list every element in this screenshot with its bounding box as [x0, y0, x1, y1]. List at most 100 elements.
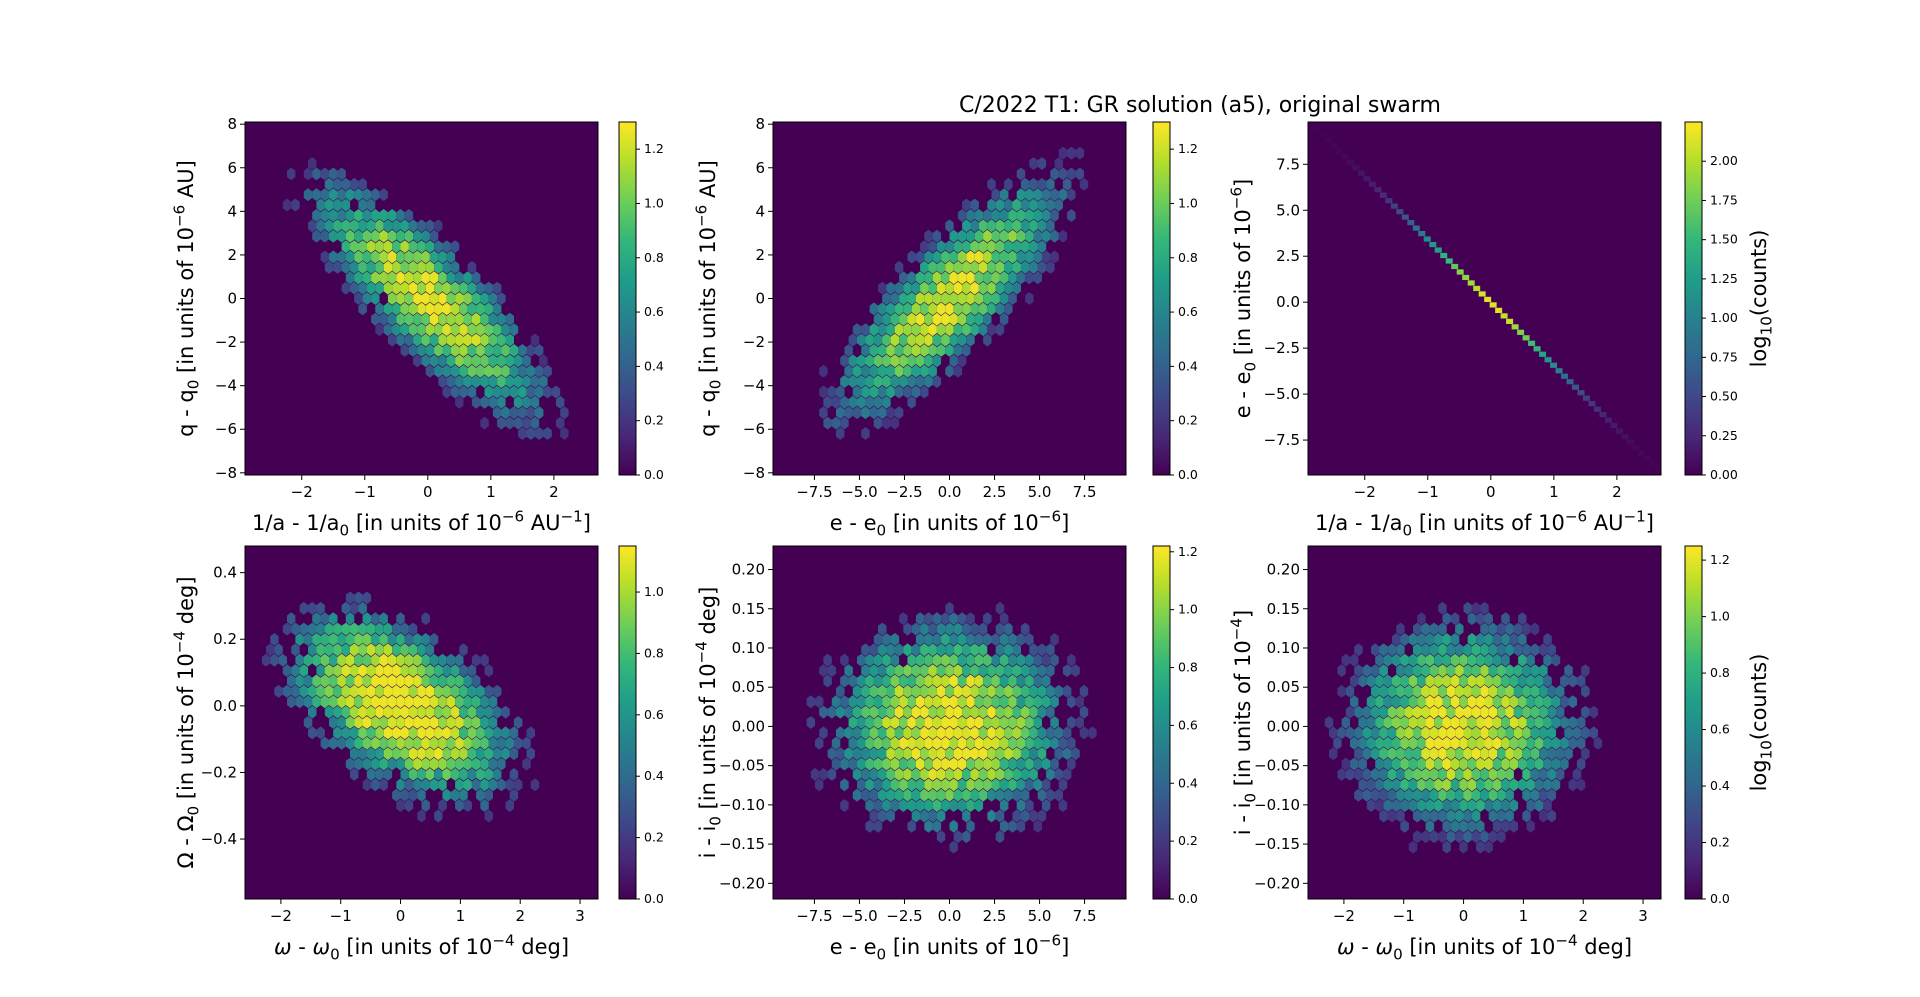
hexbin-cell [341, 281, 351, 295]
hexbin-cell [827, 705, 837, 719]
hexbin-cell [823, 674, 832, 688]
hexbin-cell [362, 612, 372, 626]
hexbin-cell [1012, 726, 1021, 740]
y-tick-label: 0.2 [213, 630, 237, 648]
hexbin-cell [476, 788, 485, 802]
hexbin-cell [953, 364, 963, 378]
hexbin-cell [953, 302, 963, 316]
hexbin-cell [970, 302, 979, 316]
hexbin-cell [362, 229, 372, 243]
hexbin-cell [556, 416, 565, 430]
hexbin-cell [932, 271, 942, 285]
hexbin-cell [1425, 736, 1435, 750]
hexbin-cell [840, 354, 849, 368]
y-tick-label: −0.2 [201, 763, 237, 781]
colorbar-tick-label: 1.75 [1710, 192, 1738, 207]
hexbin-cell [852, 788, 862, 802]
hexbin-cell [387, 250, 397, 264]
hexbin-cell [413, 333, 422, 347]
hexbin-cell [995, 240, 1005, 253]
hexbin-cell [366, 747, 376, 761]
hexbin-cell [1543, 653, 1552, 667]
hexbin-cell [1429, 705, 1439, 719]
hexbin-cell [999, 778, 1009, 792]
colorbar-tick-label: 0.00 [1710, 467, 1738, 482]
line-cell [1352, 165, 1360, 171]
hexbin-cell [345, 229, 355, 243]
hexbin-cell [329, 716, 338, 729]
hexbin-cell [408, 219, 418, 233]
hexbin-cell [316, 622, 325, 636]
colorbar: 0.00.20.40.60.81.01.2 [1152, 544, 1198, 906]
hexbin-cell [962, 302, 971, 316]
hexbin-cell [484, 705, 493, 719]
hexbin-cell [1396, 643, 1405, 657]
hexbin-cell [1522, 747, 1531, 761]
hexbin-cell [1008, 778, 1017, 792]
hexbin-cell [962, 323, 971, 337]
hexbin-cell [1392, 799, 1401, 812]
hexbin-cell [886, 385, 895, 399]
hexbin-cell [920, 622, 929, 636]
hexbin-cell [899, 292, 908, 305]
colorbar-gradient [618, 121, 637, 476]
hexbin-cell [873, 674, 883, 688]
hexbin-cell [1387, 726, 1397, 740]
hexbin-cell [857, 736, 866, 750]
hexbin-cell [442, 684, 451, 698]
hexbin-cell [966, 229, 975, 243]
hexbin-cell [362, 292, 372, 305]
hexbin-cell [1501, 612, 1510, 626]
colorbar-tick-label: 0.6 [1710, 722, 1730, 737]
hexbin-cell [970, 643, 979, 657]
hexbin-cell [1008, 209, 1017, 222]
line-cell [1495, 307, 1503, 313]
hexbin-cell [425, 768, 435, 781]
hexbin-cell [1396, 684, 1405, 698]
hexbin-cell [999, 612, 1009, 626]
hexbin-cell [375, 302, 384, 316]
line-cell [1423, 236, 1431, 242]
hexbin-cell [1450, 819, 1460, 833]
hexbin-cell [1050, 209, 1059, 222]
hexbin-cell [1425, 674, 1435, 688]
hexbin-cell [1008, 819, 1017, 833]
hexbin-cell [438, 312, 447, 326]
hexbin-cell [467, 664, 477, 677]
hexbin-cell [450, 281, 460, 295]
hexbin-cell [1518, 674, 1527, 688]
hexbin-cell [387, 333, 397, 347]
hexbin-cell [915, 778, 925, 792]
line-cell [1632, 444, 1640, 451]
hexbin-cell [266, 643, 275, 657]
hexbin-cell [936, 344, 946, 357]
hexbin-cell [970, 684, 979, 698]
hexbin-cell [530, 395, 540, 409]
hexbin-cell [329, 612, 338, 626]
hexbin-cell [488, 736, 498, 750]
hexbin-cell [1589, 705, 1598, 719]
hexbin-cell [1446, 809, 1456, 823]
hexbin-cell [1438, 830, 1447, 844]
hexbin-cell [1371, 705, 1380, 719]
colorbar-tick-label: 0.8 [644, 250, 664, 265]
hexbin-cell [350, 260, 359, 274]
hexbin-cell [970, 219, 979, 233]
hexbin-cell [534, 344, 544, 357]
hexbin-cell [379, 229, 388, 243]
hexbin-cell [1004, 768, 1013, 781]
hexbin-cell [488, 395, 498, 409]
hexbin-cell [421, 716, 430, 729]
hexbin-cell [899, 375, 908, 388]
hexbin-cell [882, 312, 891, 326]
hexbin-cell [467, 281, 477, 295]
hexbin-cell [1450, 612, 1460, 626]
hexbin-cell [983, 229, 992, 243]
hexbin-cell [915, 757, 925, 771]
hexbin-cell [878, 323, 887, 337]
hexbin-cell [530, 375, 540, 388]
hexbin-cell [1020, 198, 1030, 212]
hexbin-cell [354, 757, 363, 771]
hexbin-cell [505, 736, 514, 750]
